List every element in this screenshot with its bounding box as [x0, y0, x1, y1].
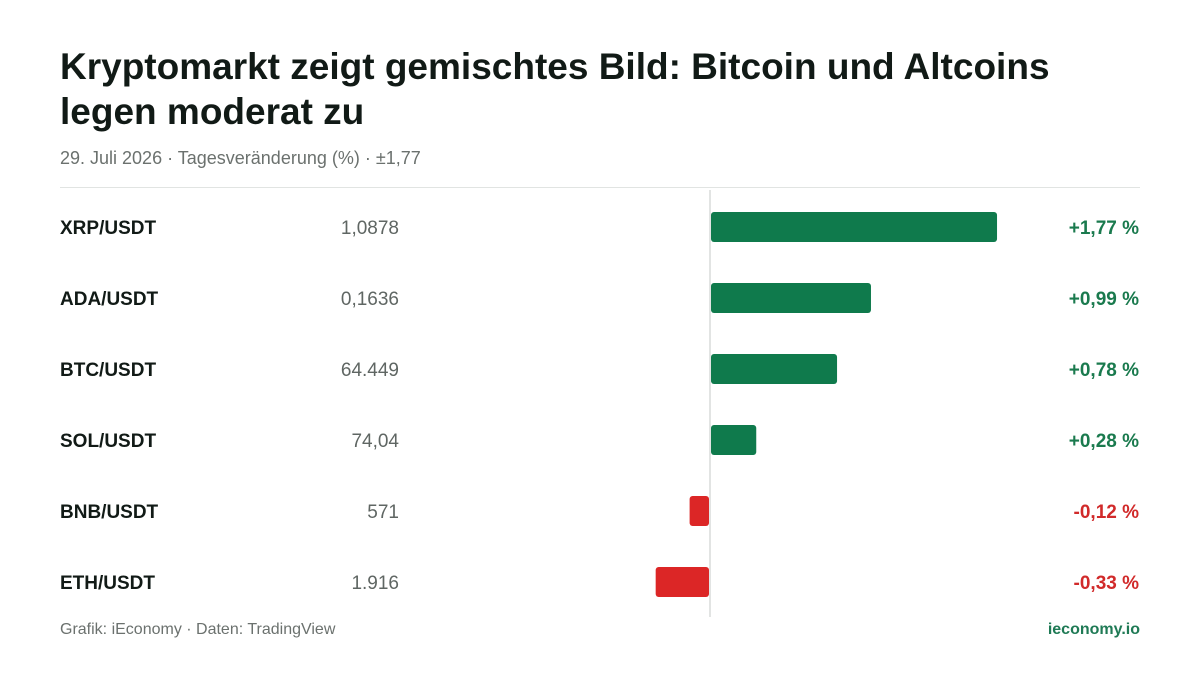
bar: [655, 567, 709, 597]
bar: [711, 425, 757, 455]
category-label: SOL/USDT: [60, 431, 156, 452]
price-label: 1,0878: [341, 218, 399, 239]
chart-subtitle: 29. Juli 2026 · Tagesveränderung (%) · ±…: [60, 148, 421, 168]
price-label: 1.916: [351, 573, 399, 594]
category-label: BNB/USDT: [60, 502, 159, 523]
value-label: -0,12 %: [1074, 502, 1140, 523]
bar: [689, 496, 709, 526]
brand-link[interactable]: ieconomy.io: [1047, 621, 1140, 638]
price-label: 64.449: [341, 360, 399, 381]
price-label: 0,1636: [341, 289, 399, 310]
value-label: +1,77 %: [1069, 218, 1139, 239]
chart-title: Kryptomarkt zeigt gemischtes Bild: Bitco…: [60, 46, 1050, 132]
value-label: +0,78 %: [1069, 360, 1139, 381]
value-label: -0,33 %: [1074, 573, 1140, 594]
price-label: 74,04: [351, 431, 399, 452]
category-label: XRP/USDT: [60, 218, 156, 239]
category-label: ADA/USDT: [60, 289, 159, 310]
value-label: +0,28 %: [1069, 431, 1139, 452]
bar: [711, 354, 838, 384]
source-credit: Grafik: iEconomy · Daten: TradingView: [60, 621, 336, 638]
category-label: BTC/USDT: [60, 360, 156, 381]
bar: [711, 283, 871, 313]
bar: [711, 212, 998, 242]
header-divider: [60, 187, 1140, 188]
price-label: 571: [367, 502, 399, 523]
category-label: ETH/USDT: [60, 573, 155, 594]
value-label: +0,99 %: [1069, 289, 1139, 310]
